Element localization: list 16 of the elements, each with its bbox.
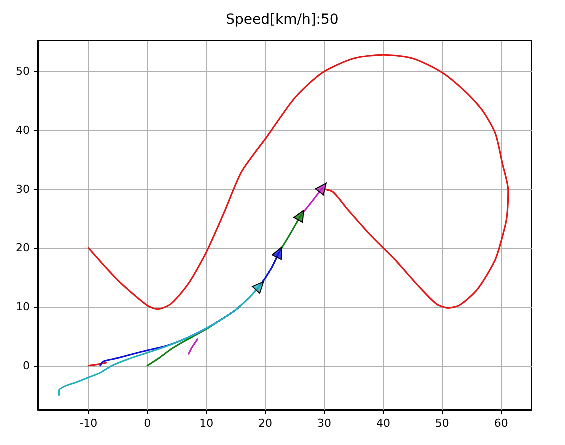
x-tick-label: 10 (200, 417, 214, 430)
y-tick-label: 20 (16, 242, 30, 255)
y-tick-label: 40 (16, 124, 30, 137)
x-tick-label: 20 (258, 417, 273, 430)
y-tick-label: 0 (23, 359, 30, 372)
y-tick-label: 30 (16, 182, 30, 196)
chart-title: Speed[km/h]:50 (226, 12, 339, 28)
x-tick-label: 60 (494, 417, 508, 430)
x-tick-label: 40 (376, 417, 390, 430)
x-tick-label: -10 (80, 417, 98, 430)
line-series (88, 54, 510, 310)
x-tick-label: 0 (144, 417, 152, 430)
y-tick-label: 10 (16, 300, 30, 314)
x-tick-label: 50 (435, 417, 450, 430)
x-tick-label: 30 (317, 417, 332, 430)
y-tick-label: 50 (16, 65, 30, 78)
